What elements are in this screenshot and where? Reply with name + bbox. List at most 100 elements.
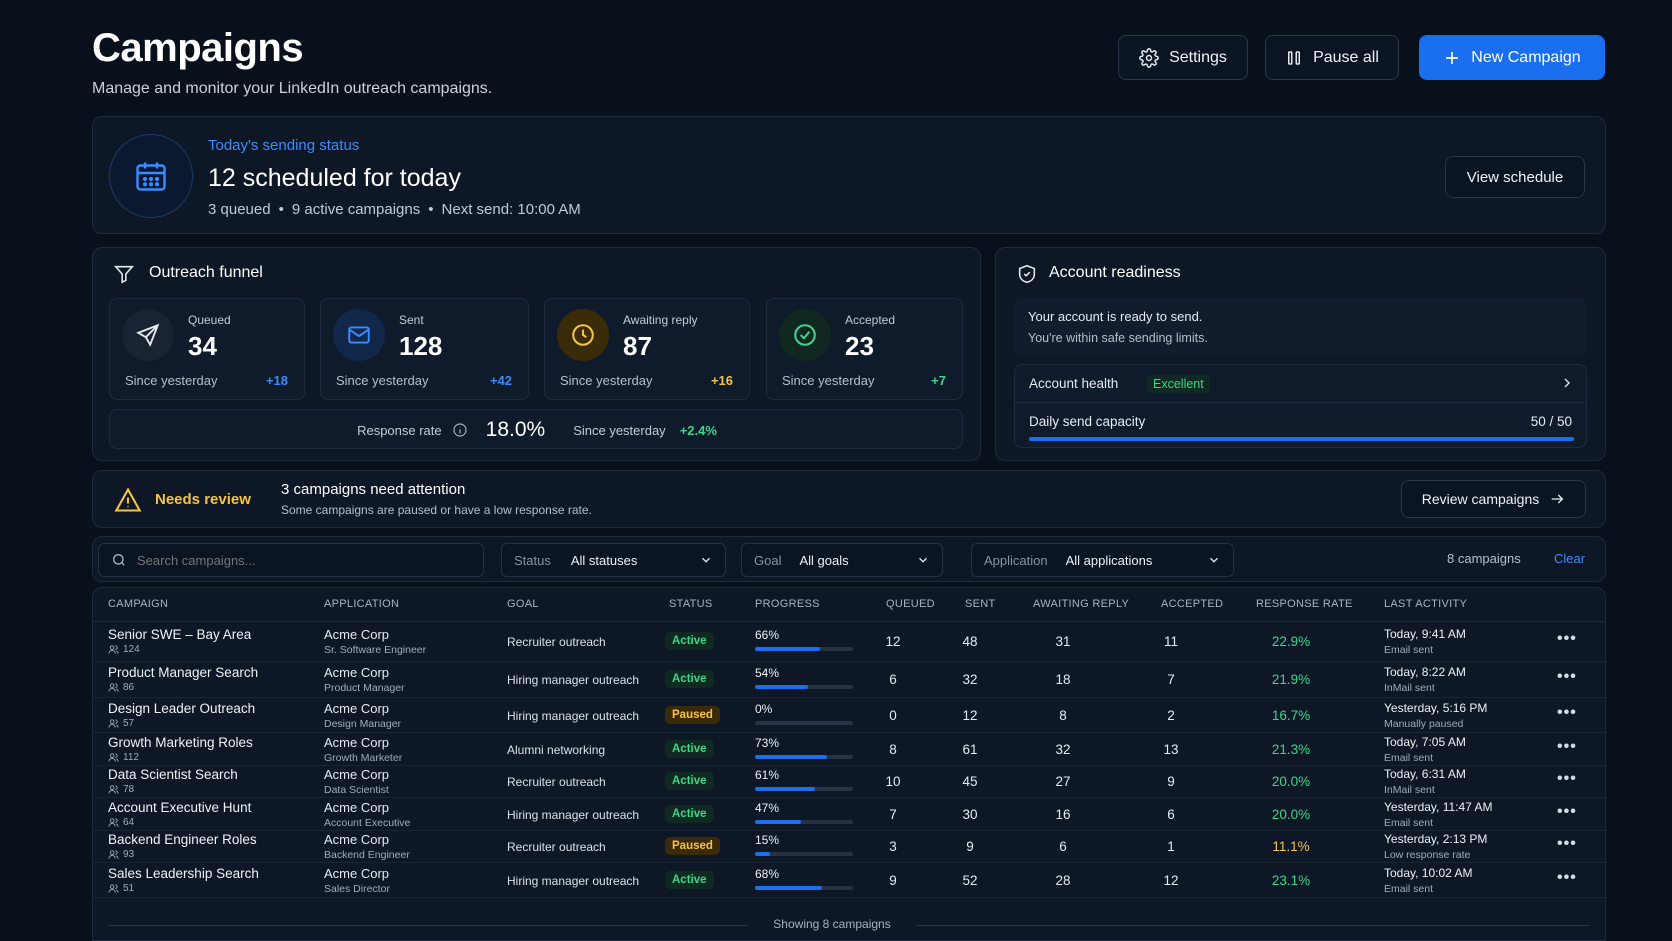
table-row[interactable]: Product Manager Search 86 Acme Corp Prod… — [93, 662, 1607, 698]
application-role: Data Scientist — [324, 784, 389, 796]
showing-count: Showing 8 campaigns — [773, 917, 891, 931]
last-activity-note: Email sent — [1384, 751, 1434, 764]
col-accepted[interactable]: ACCEPTED — [1161, 598, 1224, 610]
queued-count: 6 — [889, 672, 897, 687]
awaiting-count: 16 — [1055, 806, 1071, 822]
application-filter[interactable]: Application All applications — [971, 543, 1234, 577]
goal: Recruiter outreach — [507, 635, 606, 649]
pause-all-button[interactable]: Pause all — [1265, 35, 1399, 80]
search-input[interactable] — [137, 552, 457, 568]
stat-delta: +42 — [489, 373, 512, 388]
col-goal[interactable]: GOAL — [507, 598, 539, 610]
row-more-menu-icon[interactable]: ••• — [1557, 835, 1577, 852]
table-row[interactable]: Senior SWE – Bay Area 124 Acme Corp Sr. … — [93, 622, 1607, 662]
campaign-name[interactable]: Senior SWE – Bay Area — [108, 627, 252, 642]
progress-label: 66% — [755, 628, 780, 642]
campaign-name[interactable]: Sales Leadership Search — [108, 865, 259, 881]
settings-button[interactable]: Settings — [1118, 35, 1248, 80]
application-name: Acme Corp — [324, 767, 390, 782]
last-activity-note: InMail sent — [1384, 784, 1435, 796]
application-name: Acme Corp — [324, 734, 390, 750]
contact-count-value: 93 — [123, 849, 135, 860]
last-activity-time: Today, 7:05 AM — [1384, 734, 1466, 749]
row-more-menu-icon[interactable]: ••• — [1557, 770, 1577, 787]
col-last-activity[interactable]: LAST ACTIVITY — [1384, 598, 1468, 610]
stat-sent[interactable]: Sent 128 Since yesterday +42 — [320, 298, 529, 400]
response-rate: 21.3% — [1271, 741, 1311, 757]
col-status[interactable]: STATUS — [669, 598, 713, 610]
table-row[interactable]: Design Leader Outreach 57 Acme Corp Desi… — [93, 698, 1607, 733]
new-campaign-button[interactable]: New Campaign — [1419, 35, 1605, 80]
stat-delta: +7 — [931, 373, 946, 388]
clock-icon — [570, 322, 596, 348]
goal-filter[interactable]: Goal All goals — [741, 543, 943, 577]
queued-count: 9 — [889, 872, 897, 888]
response-rate: 22.9% — [1271, 634, 1311, 649]
send-icon — [135, 322, 161, 348]
table-row[interactable]: Account Executive Hunt 64 Acme Corp Acco… — [93, 798, 1607, 831]
funnel-icon — [113, 263, 135, 285]
stat-value: 128 — [399, 331, 443, 361]
row-more-menu-icon[interactable]: ••• — [1557, 737, 1577, 755]
col-sent[interactable]: SENT — [965, 598, 996, 610]
campaign-name[interactable]: Design Leader Outreach — [108, 700, 256, 716]
chevron-down-icon — [1207, 553, 1221, 567]
needs-review-banner: Needs review 3 campaigns need attention … — [92, 470, 1606, 528]
campaign-name[interactable]: Backend Engineer Roles — [108, 832, 257, 847]
progress-track — [755, 787, 853, 791]
row-more-menu-icon[interactable]: ••• — [1557, 703, 1577, 721]
progress-label: 68% — [755, 866, 780, 881]
table-row[interactable]: Sales Leadership Search 51 Acme Corp Sal… — [93, 863, 1607, 898]
col-application[interactable]: APPLICATION — [324, 598, 400, 610]
col-campaign[interactable]: CAMPAIGN — [108, 598, 169, 610]
review-campaigns-button[interactable]: Review campaigns — [1401, 480, 1586, 518]
settings-label: Settings — [1169, 48, 1227, 66]
response-rate: 21.9% — [1271, 672, 1311, 687]
campaign-name[interactable]: Growth Marketing Roles — [108, 734, 253, 750]
stat-icon-bg — [333, 309, 385, 361]
progress-fill — [755, 819, 802, 824]
stat-accepted[interactable]: Accepted 23 Since yesterday +7 — [766, 298, 963, 400]
queued-count: 7 — [889, 806, 897, 822]
capacity-track — [1029, 437, 1574, 441]
status-filter[interactable]: Status All statuses — [501, 543, 726, 577]
goal: Hiring manager outreach — [507, 807, 640, 822]
campaign-name[interactable]: Account Executive Hunt — [108, 799, 252, 815]
col-progress[interactable]: PROGRESS — [755, 598, 820, 610]
row-more-menu-icon[interactable]: ••• — [1557, 630, 1577, 647]
view-schedule-button[interactable]: View schedule — [1445, 156, 1585, 198]
campaign-name[interactable]: Product Manager Search — [108, 665, 259, 680]
account-health-row[interactable]: Account health Excellent — [1015, 365, 1586, 403]
row-more-menu-icon[interactable]: ••• — [1557, 802, 1577, 820]
info-icon[interactable] — [452, 422, 468, 438]
progress-fill — [755, 885, 822, 890]
stat-awaiting[interactable]: Awaiting reply 87 Since yesterday +16 — [544, 298, 750, 400]
col-response-rate[interactable]: RESPONSE RATE — [1256, 598, 1353, 610]
shield-icon — [1016, 263, 1038, 285]
needs-review-label: Needs review — [155, 491, 251, 508]
campaign-count: 8 campaigns — [1447, 551, 1521, 566]
table-row[interactable]: Data Scientist Search 78 Acme Corp Data … — [93, 766, 1607, 798]
row-more-menu-icon[interactable]: ••• — [1557, 868, 1577, 886]
ready-line2: You're within safe sending limits. — [1028, 331, 1208, 345]
col-awaiting[interactable]: AWAITING REPLY — [1033, 598, 1130, 610]
last-activity-note: Manually paused — [1384, 717, 1464, 730]
stat-value: 87 — [623, 331, 652, 361]
campaign-name[interactable]: Data Scientist Search — [108, 767, 238, 782]
row-more-menu-icon[interactable]: ••• — [1557, 668, 1577, 685]
response-rate: 23.1% — [1271, 872, 1311, 888]
stat-queued[interactable]: Queued 34 Since yesterday +18 — [109, 298, 305, 400]
status-meta: 3 queued • 9 active campaigns • Next sen… — [208, 201, 581, 218]
contact-count-value: 51 — [123, 882, 135, 894]
table-row[interactable]: Backend Engineer Roles 93 Acme Corp Back… — [93, 831, 1607, 863]
last-activity-note: Email sent — [1384, 882, 1434, 895]
search-box[interactable] — [98, 543, 484, 577]
table-row[interactable]: Growth Marketing Roles 112 Acme Corp Gro… — [93, 733, 1607, 766]
progress-track — [755, 685, 853, 689]
calendar-icon — [133, 158, 169, 194]
status-badge: Active — [665, 772, 714, 790]
sent-count: 45 — [962, 774, 978, 789]
clear-filters-link[interactable]: Clear — [1554, 551, 1586, 566]
col-queued[interactable]: QUEUED — [886, 598, 935, 610]
application-role: Backend Engineer — [324, 849, 410, 861]
